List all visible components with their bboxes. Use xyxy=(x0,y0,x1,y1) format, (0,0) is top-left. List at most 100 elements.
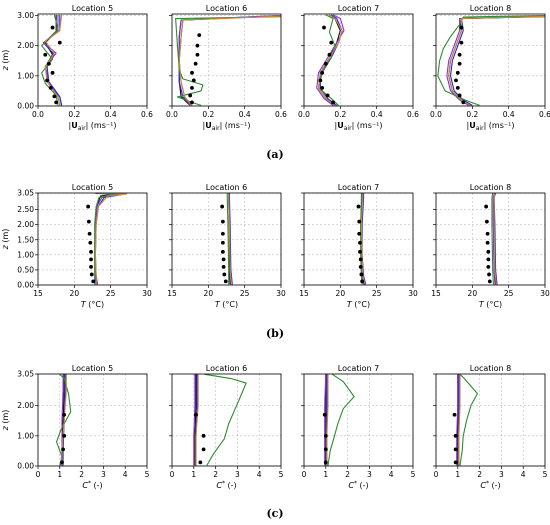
x-tick-label: 15 xyxy=(167,289,177,298)
measurement-point xyxy=(486,249,491,254)
panel-3: Location 7 0.0 0.2 0.4 0.6 |Uair| (ms⁻¹) xyxy=(298,4,419,132)
measurement-point xyxy=(485,240,490,245)
x-axis-label: |Uair| (ms⁻¹) xyxy=(69,121,117,132)
plot-frame xyxy=(171,192,282,286)
series-line-5 xyxy=(360,193,366,285)
x-tick-label: 0 xyxy=(36,470,41,479)
x-axis-label: C* (-) xyxy=(82,480,102,490)
measurement-point xyxy=(359,272,364,277)
measurement-point xyxy=(356,204,361,209)
x-tick-label: 1 xyxy=(191,470,196,479)
measurement-point xyxy=(48,86,53,90)
measurement-point xyxy=(88,240,93,245)
x-tick-label: 0.2 xyxy=(334,110,346,119)
x-tick-label: 4 xyxy=(257,470,262,479)
x-tick-label: 5 xyxy=(543,470,548,479)
panel-6: Location 6 15 20 25 30 T (°C) xyxy=(167,183,286,309)
x-tick-label: 0.6 xyxy=(141,110,153,119)
measurement-point xyxy=(87,231,92,236)
measurement-point xyxy=(190,86,194,90)
y-tick-label: 0.50 xyxy=(17,265,34,274)
x-tick-label: 0.0 xyxy=(166,110,178,119)
measurement-point xyxy=(487,272,491,277)
x-tick-label: 0.6 xyxy=(275,110,287,119)
panel-title: Location 8 xyxy=(470,364,511,373)
measurement-point xyxy=(50,70,55,75)
measurement-point xyxy=(325,93,330,98)
panel-title: Location 6 xyxy=(206,183,247,192)
measurement-point xyxy=(358,249,362,254)
measurement-point xyxy=(223,279,228,284)
x-tick-label: 0 xyxy=(434,470,439,479)
measurement-point xyxy=(484,204,489,209)
series-line-2 xyxy=(449,16,546,106)
measurement-point xyxy=(320,70,325,75)
y-axis-label: z (m) xyxy=(1,50,10,72)
plot-frame xyxy=(435,13,546,107)
series-line-1 xyxy=(194,374,197,466)
x-axis-label: C* (-) xyxy=(480,480,500,490)
series-line-5 xyxy=(61,374,67,466)
x-tick-label: 25 xyxy=(240,289,250,298)
measurement-point xyxy=(91,279,96,284)
panel-title: Location 5 xyxy=(72,364,113,373)
measurement-point xyxy=(62,412,67,417)
measurement-point xyxy=(486,257,491,262)
y-tick-label: 2.00 xyxy=(17,41,34,50)
x-tick-label: 0.0 xyxy=(430,110,442,119)
measurement-point xyxy=(455,86,460,90)
x-tick-label: 0.6 xyxy=(407,110,419,119)
measurement-point xyxy=(220,219,225,224)
panel-12: Location 8 0 1 2 3 4 5 C* (-) xyxy=(433,364,548,490)
measurement-point xyxy=(455,70,460,75)
measurement-point xyxy=(457,52,462,57)
series-line-3 xyxy=(446,15,546,106)
measurement-point xyxy=(453,460,458,465)
series-line-4 xyxy=(204,373,247,466)
measurement-point xyxy=(86,219,91,224)
x-tick-label: 1 xyxy=(455,470,460,479)
x-tick-label: 0.4 xyxy=(239,110,251,119)
measurement-point xyxy=(197,33,202,38)
series-line-5 xyxy=(195,374,199,466)
plot-frame xyxy=(303,13,414,107)
measurement-point xyxy=(188,93,193,98)
measurement-point xyxy=(485,231,490,236)
measurement-point xyxy=(221,257,226,262)
panel-9: Location 5 0 1 2 3 4 5 0.00 1.00 2.00 3.05 C* (-) z … xyxy=(1,364,150,490)
x-axis-label: T (°C) xyxy=(347,300,370,309)
measurement-point xyxy=(484,219,489,224)
measurement-point xyxy=(461,100,466,105)
plot-frame xyxy=(171,373,282,467)
x-tick-label: 3 xyxy=(101,470,106,479)
plot-frame xyxy=(37,192,148,286)
y-tick-label: 0.00 xyxy=(17,462,34,471)
measurement-point xyxy=(453,433,458,438)
x-tick-label: 4 xyxy=(389,470,394,479)
x-tick-label: 0.2 xyxy=(466,110,478,119)
measurement-point xyxy=(453,447,458,452)
series-line-4 xyxy=(327,373,355,466)
panel-8: Location 8 15 20 25 30 T (°C) xyxy=(431,183,550,309)
series-line-4 xyxy=(491,193,494,285)
measurement-point xyxy=(358,240,362,245)
measurement-point xyxy=(457,93,462,98)
x-tick-label: 1 xyxy=(57,470,62,479)
series-line-1 xyxy=(178,14,282,106)
y-tick-label: 3.00 xyxy=(17,11,34,20)
plot-frame xyxy=(303,192,414,286)
measurement-point xyxy=(220,249,225,254)
x-tick-label: 20 xyxy=(468,289,478,298)
measurement-point xyxy=(89,265,93,269)
measurement-point xyxy=(61,447,65,452)
series-line-3 xyxy=(193,374,196,466)
x-tick-label: 30 xyxy=(408,289,418,298)
measurement-point xyxy=(457,61,462,66)
x-tick-label: 25 xyxy=(106,289,116,298)
measurement-point xyxy=(198,460,203,465)
y-axis-label: z (m) xyxy=(1,410,10,432)
y-tick-label: 2.50 xyxy=(17,205,34,214)
x-tick-label: 5 xyxy=(279,470,284,479)
series-line-5 xyxy=(448,15,546,106)
x-axis-label: T (°C) xyxy=(479,300,502,309)
